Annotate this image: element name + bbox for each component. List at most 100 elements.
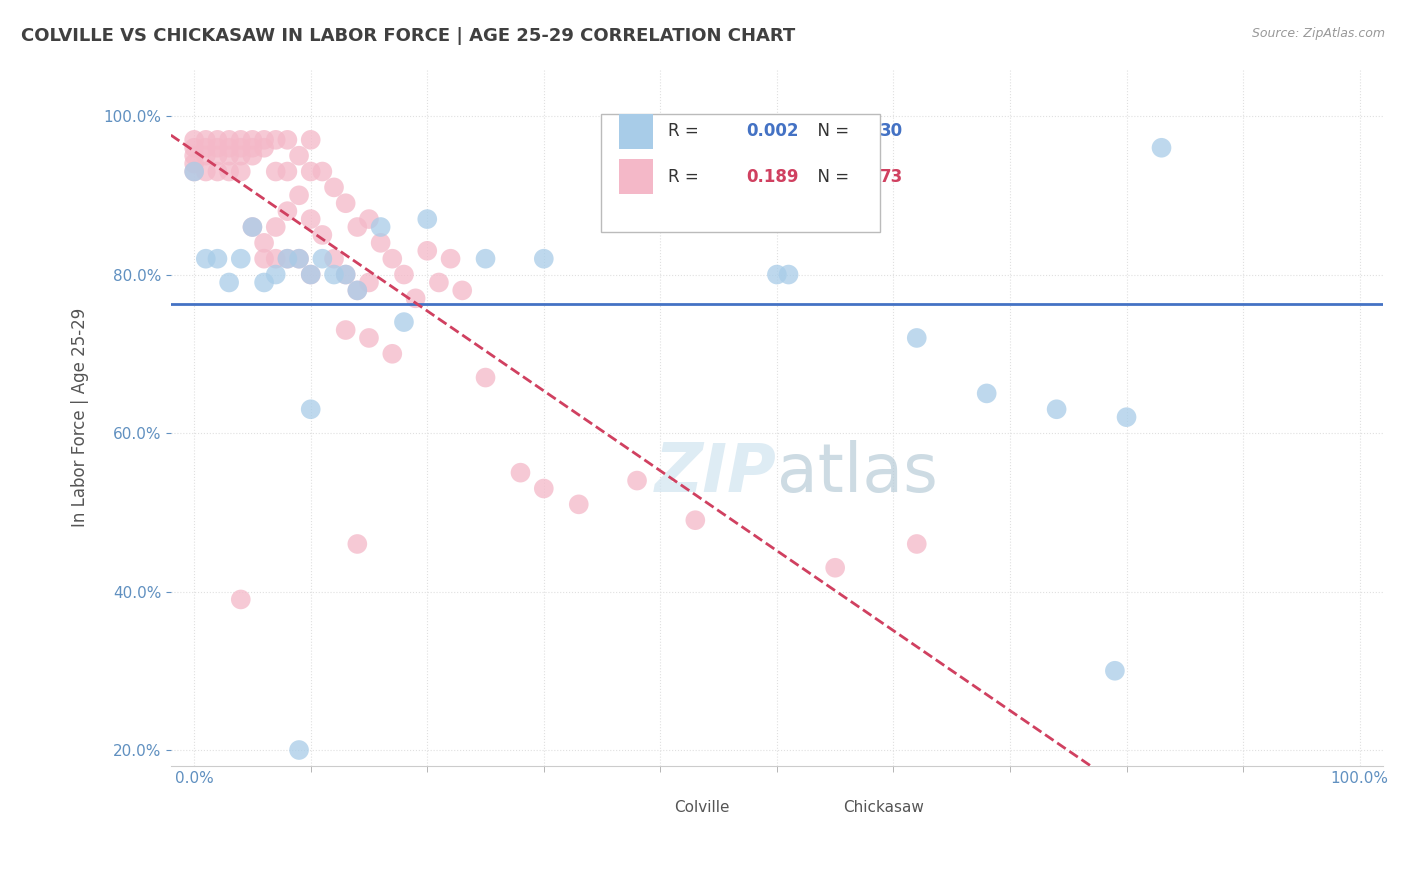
Point — [299, 133, 322, 147]
Point — [264, 219, 287, 234]
Text: 30: 30 — [880, 122, 903, 140]
Y-axis label: In Labor Force | Age 25-29: In Labor Force | Age 25-29 — [72, 308, 89, 527]
Point — [626, 212, 648, 227]
Point — [264, 133, 287, 147]
Point — [183, 164, 205, 178]
Point — [905, 331, 928, 345]
Point — [533, 252, 555, 266]
Point — [276, 164, 298, 178]
Point — [242, 141, 264, 155]
Point — [242, 219, 264, 234]
Point — [323, 180, 346, 194]
Point — [229, 592, 252, 607]
Point — [778, 268, 800, 282]
FancyBboxPatch shape — [619, 159, 654, 194]
Point — [288, 149, 311, 163]
Point — [288, 743, 311, 757]
Point — [218, 133, 240, 147]
Point — [427, 276, 450, 290]
Point — [288, 252, 311, 266]
Text: N =: N = — [807, 122, 855, 140]
Point — [218, 276, 240, 290]
Point — [229, 149, 252, 163]
Point — [451, 284, 474, 298]
Point — [416, 244, 439, 258]
Point — [392, 315, 415, 329]
Point — [311, 227, 333, 242]
Point — [207, 133, 229, 147]
Point — [637, 212, 659, 227]
Point — [766, 268, 789, 282]
Point — [323, 252, 346, 266]
Point — [264, 164, 287, 178]
Point — [416, 212, 439, 227]
Text: atlas: atlas — [778, 440, 938, 506]
Point — [276, 204, 298, 219]
Point — [253, 141, 276, 155]
Text: ZIP: ZIP — [655, 440, 778, 506]
Point — [533, 482, 555, 496]
Point — [370, 219, 392, 234]
Text: 0.189: 0.189 — [747, 168, 799, 186]
Point — [370, 235, 392, 250]
Point — [568, 497, 591, 511]
Point — [229, 252, 252, 266]
Point — [276, 252, 298, 266]
Text: Colville: Colville — [673, 800, 730, 815]
Point — [357, 212, 380, 227]
Point — [288, 188, 311, 202]
Point — [276, 133, 298, 147]
Point — [474, 370, 496, 384]
Point — [194, 164, 217, 178]
Point — [335, 268, 357, 282]
Point — [253, 276, 276, 290]
Point — [335, 323, 357, 337]
Point — [346, 284, 368, 298]
Point — [299, 164, 322, 178]
Point — [183, 156, 205, 170]
Point — [381, 347, 404, 361]
Point — [405, 291, 427, 305]
Point — [357, 276, 380, 290]
Point — [242, 149, 264, 163]
Point — [357, 331, 380, 345]
Point — [194, 133, 217, 147]
Point — [253, 235, 276, 250]
Point — [299, 402, 322, 417]
Point — [194, 252, 217, 266]
Text: N =: N = — [807, 168, 855, 186]
Point — [346, 219, 368, 234]
Point — [976, 386, 998, 401]
Point — [439, 252, 461, 266]
Point — [218, 141, 240, 155]
FancyBboxPatch shape — [602, 114, 880, 233]
Point — [183, 141, 205, 155]
Point — [335, 268, 357, 282]
FancyBboxPatch shape — [631, 794, 662, 822]
Point — [242, 133, 264, 147]
Point — [253, 133, 276, 147]
Point — [311, 252, 333, 266]
Point — [194, 149, 217, 163]
Point — [183, 164, 205, 178]
Point — [685, 513, 707, 527]
Point — [288, 252, 311, 266]
Point — [276, 252, 298, 266]
Point — [299, 268, 322, 282]
Point — [346, 537, 368, 551]
Point — [392, 268, 415, 282]
Point — [335, 196, 357, 211]
Point — [311, 164, 333, 178]
Point — [207, 141, 229, 155]
Text: Source: ZipAtlas.com: Source: ZipAtlas.com — [1251, 27, 1385, 40]
Text: 0.002: 0.002 — [747, 122, 799, 140]
Point — [207, 149, 229, 163]
Point — [1150, 141, 1173, 155]
Point — [229, 133, 252, 147]
Point — [229, 164, 252, 178]
Point — [474, 252, 496, 266]
Point — [183, 133, 205, 147]
Point — [253, 252, 276, 266]
Text: R =: R = — [668, 122, 704, 140]
Point — [207, 164, 229, 178]
